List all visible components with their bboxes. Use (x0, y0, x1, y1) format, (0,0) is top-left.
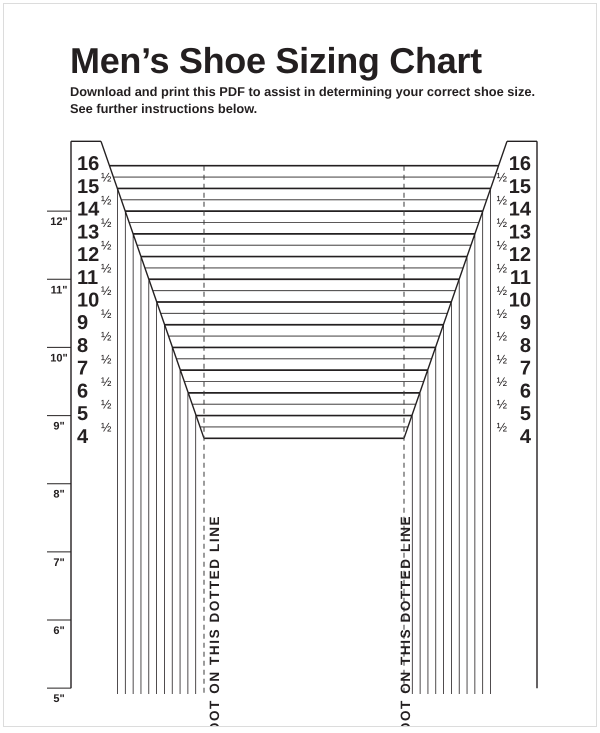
svg-text:OOT ON THIS DOTTED LINE: OOT ON THIS DOTTED LINE (398, 515, 413, 727)
svg-text:OOT ON THIS DOTTED LINE: OOT ON THIS DOTTED LINE (207, 515, 222, 727)
